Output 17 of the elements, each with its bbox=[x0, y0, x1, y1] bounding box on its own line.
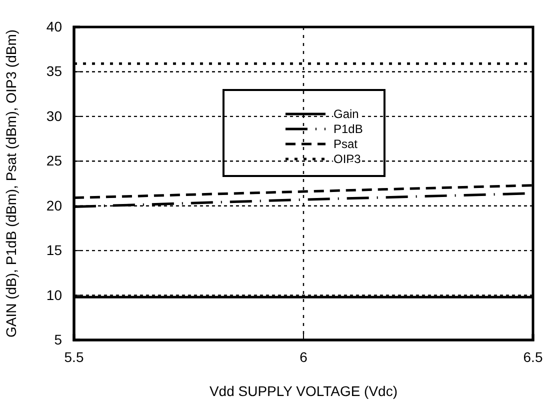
legend-label: OIP3 bbox=[334, 152, 362, 166]
y-tick-label: 5 bbox=[54, 331, 62, 348]
y-tick-label: 25 bbox=[46, 152, 62, 169]
y-axis-title: GAIN (dB), P1dB (dBm), Psat (dBm), OIP3 (dBm) bbox=[3, 29, 19, 338]
y-tick-label: 40 bbox=[46, 18, 62, 34]
y-tick-label: 10 bbox=[46, 286, 62, 303]
legend-label: P1dB bbox=[334, 122, 363, 136]
y-tick-label: 30 bbox=[46, 108, 62, 124]
x-tick-label: 6.5 bbox=[523, 348, 543, 365]
legend-label: Psat bbox=[334, 137, 358, 151]
x-axis-title: Vdd SUPPLY VOLTAGE (Vdc) bbox=[209, 383, 398, 399]
y-tick-label: 20 bbox=[46, 197, 62, 214]
x-tick-label: 6 bbox=[300, 348, 308, 365]
x-tick-label: 5.5 bbox=[64, 348, 84, 365]
y-tick-label: 15 bbox=[46, 242, 62, 258]
y-tick-label: 35 bbox=[46, 63, 62, 80]
legend-label: Gain bbox=[334, 107, 359, 121]
